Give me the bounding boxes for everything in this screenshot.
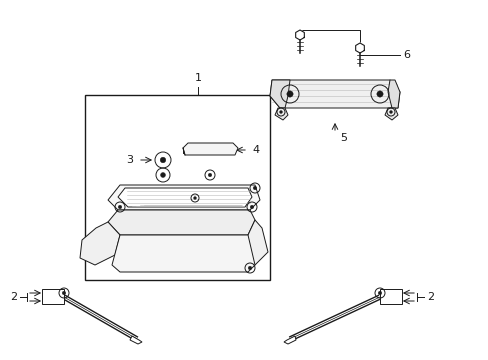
Polygon shape (183, 143, 238, 155)
Text: 4: 4 (251, 145, 259, 155)
Bar (42, 289, 64, 304)
Circle shape (160, 157, 165, 163)
Polygon shape (118, 188, 251, 207)
Text: 5: 5 (339, 133, 346, 143)
Circle shape (248, 266, 251, 270)
Polygon shape (355, 43, 364, 53)
Text: 3: 3 (126, 155, 133, 165)
Polygon shape (384, 108, 397, 120)
Circle shape (389, 111, 391, 113)
Polygon shape (235, 220, 267, 265)
Bar (85, 95, 269, 280)
Circle shape (160, 172, 165, 177)
Circle shape (279, 111, 282, 113)
Polygon shape (108, 185, 260, 210)
Circle shape (193, 197, 196, 199)
Circle shape (208, 173, 211, 177)
Polygon shape (269, 80, 399, 108)
Circle shape (62, 291, 65, 295)
Circle shape (253, 186, 256, 190)
Text: 6: 6 (402, 50, 409, 60)
Circle shape (376, 91, 383, 97)
Polygon shape (130, 336, 142, 344)
Polygon shape (112, 235, 254, 272)
Circle shape (118, 205, 122, 209)
Circle shape (286, 91, 292, 97)
Circle shape (378, 291, 381, 295)
Polygon shape (269, 80, 289, 108)
Polygon shape (284, 336, 295, 344)
Text: 2: 2 (10, 292, 17, 302)
Text: 2: 2 (426, 292, 433, 302)
Text: 1: 1 (194, 73, 201, 83)
Polygon shape (387, 80, 399, 108)
Polygon shape (295, 30, 304, 40)
Polygon shape (80, 222, 120, 265)
Bar (379, 289, 401, 304)
Polygon shape (108, 210, 254, 235)
Circle shape (250, 205, 253, 209)
Polygon shape (274, 108, 287, 120)
